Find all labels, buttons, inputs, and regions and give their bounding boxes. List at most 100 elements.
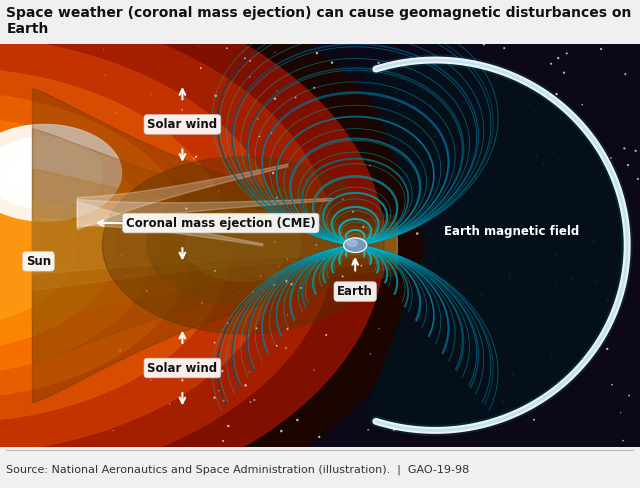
Point	[555, 234, 565, 242]
Point	[365, 162, 375, 169]
Point	[223, 320, 233, 327]
Point	[620, 144, 630, 152]
Point	[417, 185, 427, 193]
Point	[374, 59, 384, 67]
Point	[312, 49, 322, 57]
Point	[214, 387, 224, 395]
Point	[456, 341, 466, 349]
Point	[327, 59, 337, 66]
Point	[286, 280, 296, 288]
Point	[363, 426, 373, 434]
Point	[257, 362, 267, 370]
Text: Space weather (coronal mass ejection) can cause geomagnetic disturbances on Eart: Space weather (coronal mass ejection) ca…	[6, 6, 632, 37]
Point	[498, 117, 508, 125]
Point	[488, 313, 499, 321]
Point	[220, 154, 230, 162]
Point	[559, 69, 569, 77]
Point	[318, 254, 328, 262]
Point	[457, 402, 467, 409]
Point	[555, 243, 565, 251]
Point	[499, 44, 509, 52]
Point	[187, 126, 197, 134]
Point	[282, 325, 292, 333]
Point	[348, 208, 358, 216]
Point	[272, 217, 282, 225]
Point	[219, 397, 229, 405]
Point	[479, 41, 489, 48]
Point	[282, 255, 292, 263]
Point	[281, 279, 291, 286]
Point	[430, 133, 440, 141]
Point	[189, 155, 199, 163]
Point	[200, 416, 210, 424]
Point	[240, 55, 250, 62]
Circle shape	[0, 117, 154, 374]
Point	[389, 426, 399, 433]
Point	[429, 72, 440, 80]
Point	[550, 282, 561, 289]
Point	[562, 49, 572, 57]
Point	[459, 99, 469, 106]
Point	[268, 169, 278, 177]
Point	[337, 272, 348, 280]
Point	[282, 311, 292, 319]
Point	[116, 252, 127, 260]
Point	[196, 299, 207, 307]
Point	[272, 87, 282, 95]
Point	[538, 161, 548, 168]
Point	[566, 275, 577, 283]
Text: Earth magnetic field: Earth magnetic field	[444, 224, 580, 238]
Point	[281, 344, 291, 352]
Point	[553, 54, 563, 62]
Point	[296, 284, 306, 292]
Circle shape	[0, 0, 429, 488]
Point	[435, 409, 445, 417]
Point	[309, 84, 319, 92]
Point	[554, 156, 564, 163]
Point	[219, 360, 229, 368]
Point	[426, 102, 436, 109]
Point	[596, 45, 606, 53]
Point	[214, 187, 224, 195]
Point	[399, 167, 409, 175]
Circle shape	[0, 165, 77, 326]
Point	[271, 342, 282, 349]
Point	[429, 257, 439, 265]
Point	[266, 130, 276, 138]
Polygon shape	[365, 60, 627, 430]
Point	[412, 230, 422, 238]
Circle shape	[0, 92, 192, 398]
Point	[541, 376, 551, 384]
Circle shape	[0, 124, 122, 221]
Point	[115, 346, 125, 354]
Point	[100, 155, 111, 163]
Point	[577, 101, 588, 108]
Point	[282, 277, 292, 285]
Point	[211, 92, 221, 100]
Point	[210, 267, 220, 275]
Point	[314, 433, 324, 441]
Point	[252, 325, 262, 332]
Point	[191, 153, 201, 161]
Circle shape	[186, 209, 301, 282]
Point	[312, 257, 322, 265]
Point	[358, 223, 369, 231]
Circle shape	[0, 36, 282, 455]
Point	[147, 90, 157, 98]
Point	[365, 350, 376, 358]
Point	[270, 95, 280, 102]
Circle shape	[0, 137, 102, 209]
Point	[530, 108, 540, 116]
Point	[428, 208, 438, 216]
Point	[274, 262, 284, 270]
Point	[219, 87, 229, 95]
Point	[520, 260, 531, 267]
Point	[276, 427, 287, 435]
Point	[164, 400, 175, 408]
Point	[458, 421, 468, 428]
Point	[394, 102, 404, 109]
Point	[529, 299, 539, 307]
Circle shape	[0, 0, 384, 488]
Point	[181, 204, 191, 212]
Point	[247, 191, 257, 199]
